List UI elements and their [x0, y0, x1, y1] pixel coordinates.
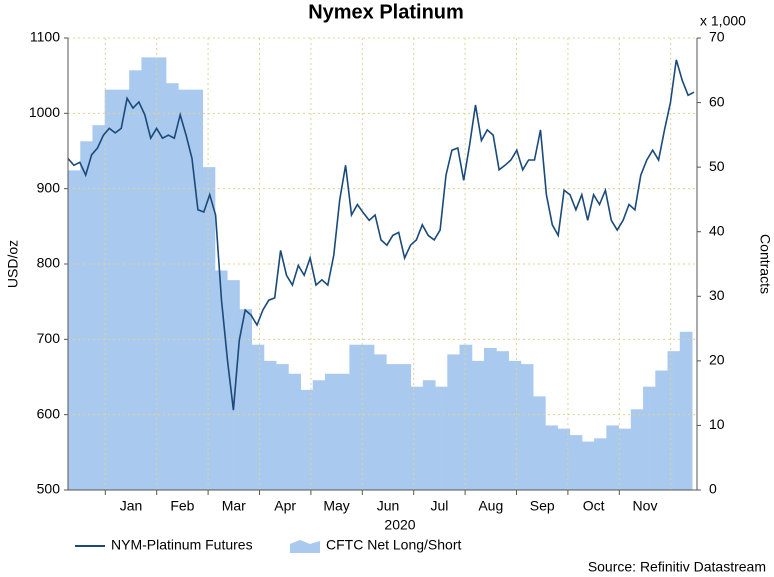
y2-tick-label: 0	[709, 481, 717, 497]
area-step	[178, 89, 191, 491]
legend-swatch	[290, 540, 320, 553]
area-step	[594, 438, 607, 490]
area-step	[532, 396, 546, 490]
area-step	[496, 351, 509, 490]
area-step	[373, 354, 387, 490]
area-step	[655, 370, 669, 490]
area-step	[288, 373, 301, 490]
area-step	[202, 167, 216, 490]
y-tick-label: 800	[37, 255, 61, 271]
area-step	[447, 354, 461, 490]
y-axis-label: USD/oz	[5, 240, 21, 288]
area-step	[349, 344, 363, 490]
y-tick-label: 600	[37, 405, 61, 421]
area-step	[471, 360, 485, 490]
grid-layer	[68, 37, 697, 491]
area-step	[520, 364, 534, 490]
area-step	[581, 441, 595, 490]
x-tick-label: Jan	[120, 498, 143, 514]
y2-tick-label: 70	[709, 29, 725, 45]
area-step	[386, 364, 399, 490]
y-tick-label: 500	[37, 481, 61, 497]
y2-unit: x 1,000	[700, 13, 746, 29]
y-tick-label: 1100	[30, 29, 60, 45]
y2-axis-label: Contracts	[757, 234, 773, 294]
area-step	[361, 344, 375, 490]
area-step	[68, 170, 81, 490]
area-step	[80, 141, 93, 491]
price-line	[67, 59, 695, 411]
x-tick-label: Jul	[430, 498, 448, 514]
area-step	[263, 360, 277, 490]
area-step	[484, 347, 497, 490]
line-layer	[67, 59, 695, 411]
area-step	[190, 89, 204, 491]
x-tick-label: Sep	[530, 498, 555, 514]
area-step	[92, 125, 106, 491]
area-step	[606, 425, 620, 490]
area-step	[545, 425, 558, 490]
area-step	[324, 373, 338, 490]
area-step	[679, 331, 693, 490]
area-step	[337, 373, 350, 490]
area-step	[312, 380, 326, 490]
x-tick-label: Aug	[478, 498, 503, 514]
area-step	[398, 364, 412, 490]
x-axis-label: 2020	[384, 517, 415, 533]
area-step	[667, 351, 681, 490]
area-step	[239, 309, 253, 490]
x-tick-label: Feb	[170, 498, 194, 514]
area-step	[165, 83, 179, 490]
area-step	[422, 380, 436, 490]
area-step	[630, 409, 644, 490]
area-step	[435, 386, 448, 490]
y-tick-label: 700	[37, 330, 61, 346]
x-tick-label: May	[323, 498, 349, 514]
y2-tick-label: 30	[709, 287, 725, 303]
y2-tick-label: 10	[709, 416, 725, 432]
y-tick-label: 900	[37, 179, 61, 195]
area-step	[129, 70, 142, 491]
area-step	[643, 386, 656, 490]
y-tick-label: 1000	[29, 104, 60, 120]
area-step	[104, 89, 118, 491]
area-step	[410, 386, 424, 490]
area-step	[276, 364, 289, 490]
x-tick-label: Jun	[377, 498, 400, 514]
x-tick-label: Oct	[583, 498, 605, 514]
area-step	[251, 344, 265, 490]
area-step	[557, 428, 571, 490]
area-step	[153, 57, 167, 490]
area-step	[141, 57, 155, 490]
area-step	[227, 280, 240, 490]
x-tick-label: Apr	[274, 498, 296, 514]
area-layer	[68, 57, 693, 491]
legend-label: CFTC Net Long/Short	[326, 537, 461, 553]
y2-tick-label: 20	[709, 352, 725, 368]
area-step	[508, 360, 522, 490]
area-step	[116, 89, 130, 491]
legend-label: NYM-Platinum Futures	[111, 537, 253, 553]
y2-tick-label: 40	[709, 222, 725, 238]
x-tick-label: Mar	[222, 498, 246, 514]
y2-tick-label: 50	[709, 158, 725, 174]
y2-tick-label: 60	[709, 93, 725, 109]
source-note: Source: Refinitiv Datastream	[588, 559, 766, 575]
x-tick-label: Nov	[633, 498, 658, 514]
area-step	[569, 435, 583, 490]
area-step	[459, 344, 473, 490]
chart-title: Nymex Platinum	[308, 1, 464, 23]
area-step	[618, 428, 632, 490]
